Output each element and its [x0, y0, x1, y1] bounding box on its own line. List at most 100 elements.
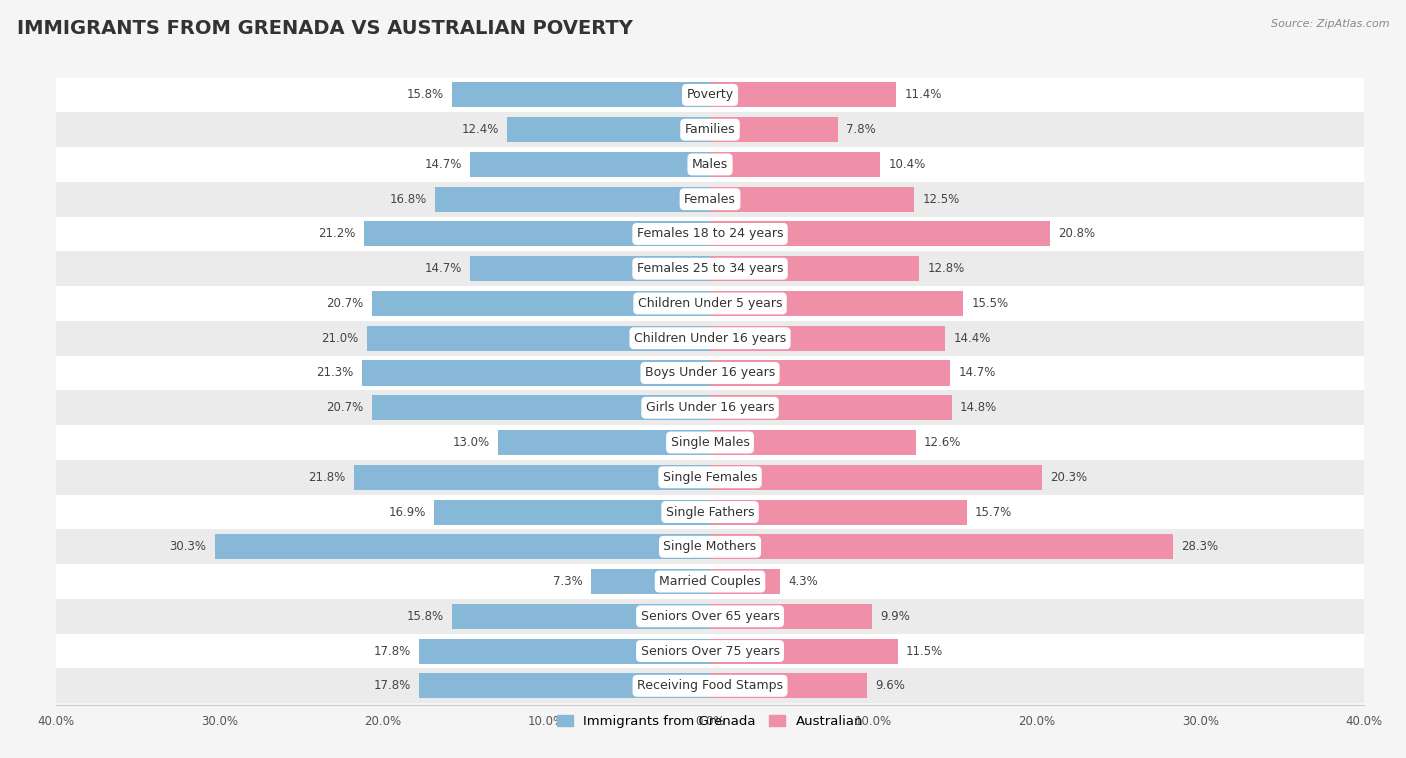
Text: 7.8%: 7.8%	[845, 124, 876, 136]
Text: 7.3%: 7.3%	[553, 575, 582, 588]
Bar	[56, 564, 1364, 599]
Text: 20.7%: 20.7%	[326, 297, 364, 310]
Text: Single Mothers: Single Mothers	[664, 540, 756, 553]
Text: 14.7%: 14.7%	[959, 366, 995, 380]
Bar	[56, 669, 1364, 703]
Text: 21.3%: 21.3%	[316, 366, 354, 380]
Text: 4.3%: 4.3%	[789, 575, 818, 588]
Bar	[710, 604, 872, 629]
Bar	[710, 395, 952, 420]
Text: 20.8%: 20.8%	[1059, 227, 1095, 240]
Bar	[470, 256, 710, 281]
Text: 20.3%: 20.3%	[1050, 471, 1087, 484]
Bar	[56, 390, 1364, 425]
Text: Females 25 to 34 years: Females 25 to 34 years	[637, 262, 783, 275]
Text: 21.0%: 21.0%	[322, 332, 359, 345]
Text: 16.8%: 16.8%	[389, 193, 427, 205]
Text: 14.7%: 14.7%	[425, 262, 461, 275]
Bar	[710, 361, 950, 386]
Bar	[710, 569, 780, 594]
Text: Families: Families	[685, 124, 735, 136]
Bar	[371, 291, 710, 316]
Text: Married Couples: Married Couples	[659, 575, 761, 588]
Bar	[56, 182, 1364, 217]
Bar	[56, 112, 1364, 147]
Text: 15.5%: 15.5%	[972, 297, 1008, 310]
Bar	[710, 256, 920, 281]
Bar	[710, 430, 915, 455]
Bar	[56, 599, 1364, 634]
Bar	[56, 495, 1364, 529]
Bar	[56, 634, 1364, 669]
Bar	[419, 638, 710, 663]
Text: 15.8%: 15.8%	[406, 89, 444, 102]
Text: 12.4%: 12.4%	[461, 124, 499, 136]
Text: Single Males: Single Males	[671, 436, 749, 449]
Text: Children Under 5 years: Children Under 5 years	[638, 297, 782, 310]
Text: 14.7%: 14.7%	[425, 158, 461, 171]
Text: IMMIGRANTS FROM GRENADA VS AUSTRALIAN POVERTY: IMMIGRANTS FROM GRENADA VS AUSTRALIAN PO…	[17, 19, 633, 38]
Text: 14.4%: 14.4%	[953, 332, 991, 345]
Bar	[354, 465, 710, 490]
Bar	[710, 152, 880, 177]
Bar	[364, 221, 710, 246]
Text: 14.8%: 14.8%	[960, 401, 997, 415]
Bar	[56, 217, 1364, 252]
Bar	[56, 77, 1364, 112]
Text: 9.6%: 9.6%	[875, 679, 905, 692]
Text: 20.7%: 20.7%	[326, 401, 364, 415]
Text: 16.9%: 16.9%	[388, 506, 426, 518]
Text: Single Fathers: Single Fathers	[666, 506, 754, 518]
Bar	[56, 460, 1364, 495]
Text: 13.0%: 13.0%	[453, 436, 489, 449]
Text: 15.8%: 15.8%	[406, 609, 444, 623]
Text: Receiving Food Stamps: Receiving Food Stamps	[637, 679, 783, 692]
Bar	[710, 83, 897, 108]
Bar	[710, 465, 1042, 490]
Bar	[367, 326, 710, 351]
Text: 21.2%: 21.2%	[318, 227, 356, 240]
Text: 12.5%: 12.5%	[922, 193, 960, 205]
Bar	[436, 186, 710, 211]
Text: Females 18 to 24 years: Females 18 to 24 years	[637, 227, 783, 240]
Text: 9.9%: 9.9%	[880, 609, 910, 623]
Bar	[710, 291, 963, 316]
Text: Seniors Over 75 years: Seniors Over 75 years	[641, 644, 779, 657]
Bar	[710, 221, 1050, 246]
Bar	[710, 534, 1173, 559]
Bar	[56, 252, 1364, 286]
Bar	[56, 529, 1364, 564]
Bar	[710, 117, 838, 143]
Bar	[710, 500, 967, 525]
Bar	[710, 186, 914, 211]
Text: 12.8%: 12.8%	[928, 262, 965, 275]
Bar	[361, 361, 710, 386]
Bar	[56, 147, 1364, 182]
Bar	[451, 83, 710, 108]
Bar	[56, 425, 1364, 460]
Text: Seniors Over 65 years: Seniors Over 65 years	[641, 609, 779, 623]
Bar	[56, 356, 1364, 390]
Bar	[434, 500, 710, 525]
Text: 10.4%: 10.4%	[889, 158, 925, 171]
Text: 11.4%: 11.4%	[904, 89, 942, 102]
Text: 17.8%: 17.8%	[374, 679, 411, 692]
Bar	[591, 569, 710, 594]
Text: 12.6%: 12.6%	[924, 436, 962, 449]
Text: Boys Under 16 years: Boys Under 16 years	[645, 366, 775, 380]
Legend: Immigrants from Grenada, Australian: Immigrants from Grenada, Australian	[551, 709, 869, 733]
Text: 21.8%: 21.8%	[308, 471, 346, 484]
Bar	[508, 117, 710, 143]
Text: 28.3%: 28.3%	[1181, 540, 1218, 553]
Bar	[498, 430, 710, 455]
Bar	[710, 673, 868, 698]
Text: Single Females: Single Females	[662, 471, 758, 484]
Text: Females: Females	[685, 193, 735, 205]
Text: 15.7%: 15.7%	[974, 506, 1012, 518]
Text: Source: ZipAtlas.com: Source: ZipAtlas.com	[1271, 19, 1389, 29]
Text: 11.5%: 11.5%	[905, 644, 943, 657]
Bar	[56, 286, 1364, 321]
Text: Children Under 16 years: Children Under 16 years	[634, 332, 786, 345]
Text: 17.8%: 17.8%	[374, 644, 411, 657]
Bar	[710, 326, 945, 351]
